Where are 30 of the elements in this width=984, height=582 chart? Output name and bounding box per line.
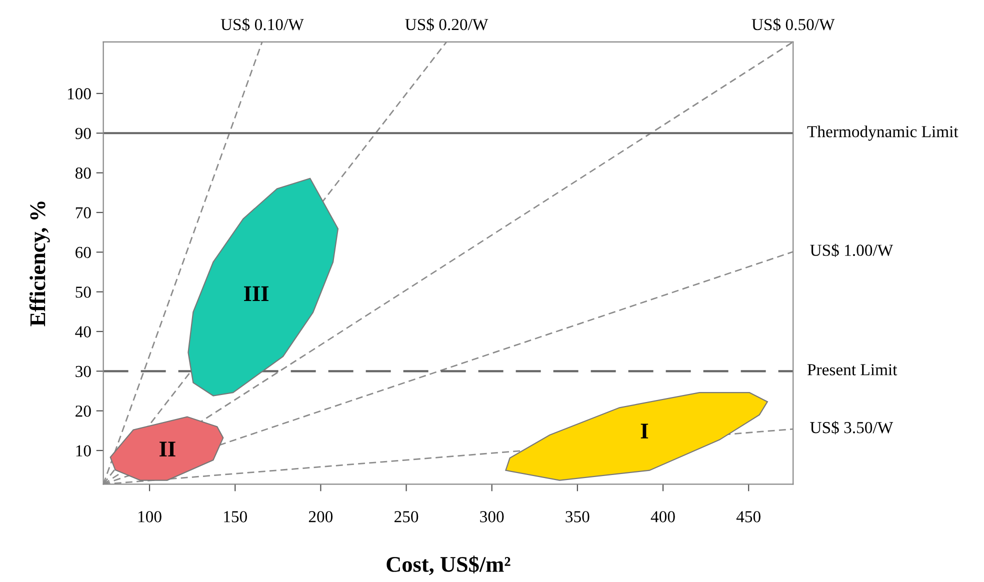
series-label: US$ 3.50/W xyxy=(810,421,894,434)
series-label: US$ 0.20/W xyxy=(405,18,488,32)
x-tick-label: 300 xyxy=(480,511,504,522)
x-tick-label: 200 xyxy=(308,511,333,522)
y-tick-label: 90 xyxy=(75,128,91,140)
ref-line-label: Thermodynamic Limit xyxy=(807,126,958,141)
y-tick-label: 40 xyxy=(75,326,91,338)
y-tick-label: 10 xyxy=(76,445,91,456)
ref-line-label: Present Limit xyxy=(807,364,898,376)
x-tick-label: 150 xyxy=(224,511,247,522)
series-label: US$ 0.10/W xyxy=(220,18,304,32)
y-tick-label: 50 xyxy=(76,286,91,298)
y-tick-label: 80 xyxy=(75,168,91,179)
x-tick-label: 100 xyxy=(138,511,162,522)
x-tick-label: 250 xyxy=(394,511,418,522)
y-tick-label: 20 xyxy=(76,406,91,417)
y-tick-label: 30 xyxy=(76,366,91,378)
y-tick-label: 60 xyxy=(76,246,91,258)
y-axis-title: Efficiency, % xyxy=(29,202,50,326)
y-tick-label: 100 xyxy=(68,88,91,100)
x-tick-label: 450 xyxy=(736,511,760,522)
x-tick-label: 350 xyxy=(566,511,590,522)
series-label: US$ 0.50/W xyxy=(752,18,835,32)
series-label: III xyxy=(244,286,268,301)
series-label: I xyxy=(640,424,648,438)
series-label: II xyxy=(160,442,176,456)
x-axis-title: Cost, US$/m² xyxy=(386,556,510,576)
series-label: US$ 1.00/W xyxy=(810,244,894,258)
x-tick-label: 400 xyxy=(650,511,675,522)
y-tick-label: 70 xyxy=(76,207,91,218)
